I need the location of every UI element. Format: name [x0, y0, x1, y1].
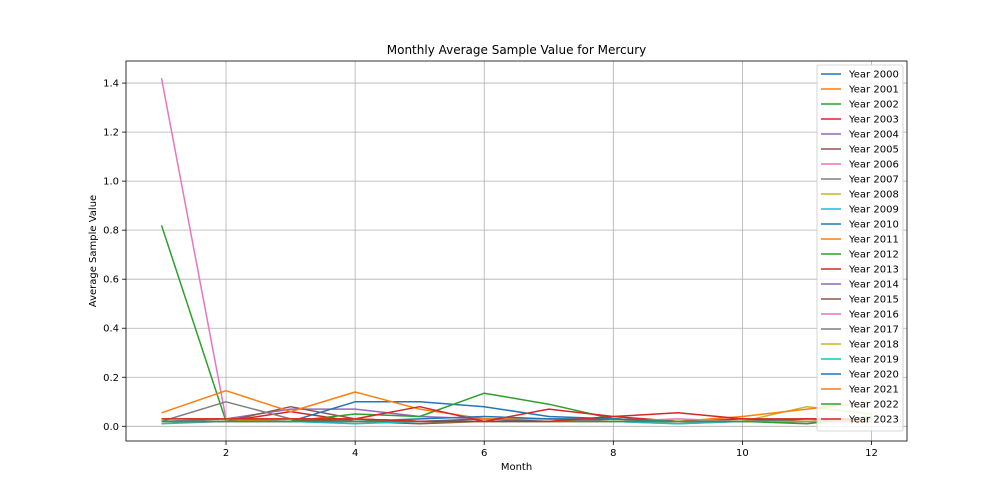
x-tick-label: 6 — [481, 448, 487, 459]
legend-entry: Year 2009 — [848, 205, 899, 216]
y-tick-label: 1.0 — [103, 177, 119, 188]
series-lines — [160, 78, 872, 425]
y-tick-label: 0.6 — [103, 275, 119, 286]
legend-entry: Year 2008 — [848, 190, 899, 201]
legend-frame — [816, 64, 904, 432]
legend-entry: Year 2000 — [848, 70, 899, 81]
series-line-year-2002 — [160, 225, 872, 423]
x-tick-label: 4 — [352, 448, 358, 459]
legend-entry: Year 2004 — [848, 130, 899, 141]
chart-title: Monthly Average Sample Value for Mercury — [387, 43, 647, 57]
legend-entry: Year 2014 — [848, 280, 899, 291]
legend-entry: Year 2022 — [848, 400, 899, 411]
legend-entry: Year 2023 — [848, 415, 899, 426]
y-axis-ticks: 0.0 0.2 0.4 0.6 0.8 1.0 1.2 1.4 — [103, 79, 126, 433]
series-line-year-2011 — [161, 389, 872, 423]
legend-entry: Year 2006 — [848, 160, 899, 171]
legend-entry: Year 2005 — [848, 145, 899, 156]
x-tick-label: 12 — [865, 448, 878, 459]
grid — [126, 61, 907, 441]
series-line-year-2006 — [160, 78, 872, 423]
x-axis-label: Month — [501, 462, 532, 473]
legend-entry: Year 2017 — [848, 325, 899, 336]
legend-entry: Year 2012 — [848, 250, 899, 261]
y-tick-label: 0.2 — [103, 373, 119, 384]
y-tick-label: 1.4 — [103, 79, 119, 90]
x-tick-label: 8 — [610, 448, 616, 459]
x-tick-label: 10 — [736, 448, 749, 459]
y-tick-label: 1.2 — [103, 128, 119, 139]
legend-entry: Year 2019 — [848, 355, 899, 366]
y-tick-label: 0.4 — [103, 324, 119, 335]
legend-entry: Year 2016 — [848, 310, 899, 321]
series-line-year-2023 — [161, 412, 872, 423]
legend-entry: Year 2001 — [848, 85, 899, 96]
legend-entry: Year 2011 — [848, 235, 899, 246]
legend: Year 2000 Year 2001 Year 2002 Year 2003 Year… — [816, 64, 904, 432]
plot-frame — [125, 60, 908, 442]
legend-entry: Year 2003 — [848, 115, 899, 126]
legend-entry: Year 2002 — [848, 100, 899, 111]
legend-entry: Year 2010 — [848, 220, 899, 231]
legend-entry: Year 2015 — [848, 295, 899, 306]
legend-entry: Year 2013 — [848, 265, 899, 276]
x-tick-label: 2 — [223, 448, 229, 459]
x-axis-ticks: 2 4 6 8 10 12 — [223, 441, 878, 459]
legend-entry: Year 2020 — [848, 370, 899, 381]
legend-entry: Year 2021 — [848, 385, 899, 396]
y-axis-label: Average Sample Value — [88, 195, 99, 307]
legend-entry: Year 2018 — [848, 340, 899, 351]
y-tick-label: 0.8 — [103, 226, 119, 237]
y-tick-label: 0.0 — [103, 422, 119, 433]
legend-entry: Year 2007 — [848, 175, 899, 186]
